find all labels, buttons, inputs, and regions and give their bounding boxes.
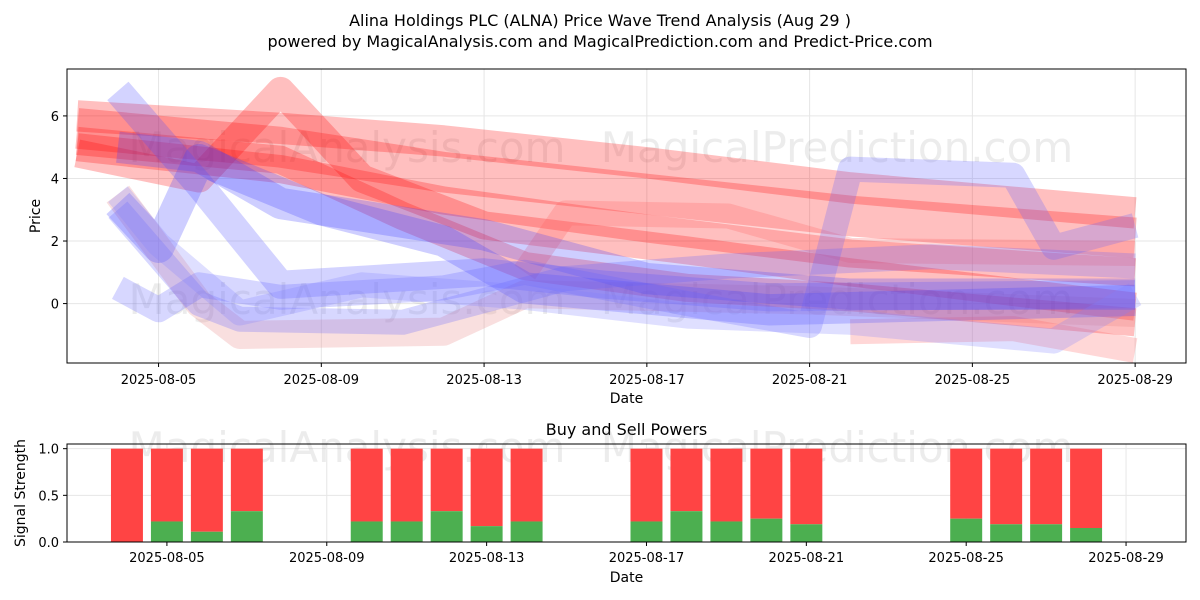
wave-band-12: [111, 156, 1139, 338]
sell-bar-2025-08-26: [990, 448, 1023, 525]
top-x-tick-label-5: 2025-08-25: [935, 373, 1011, 388]
top-y-tick-label-3: 6: [51, 110, 59, 125]
buy-bar-2025-08-20: [750, 518, 783, 542]
sell-bar-2025-08-20: [750, 448, 783, 519]
buy-bar-2025-08-12: [430, 511, 463, 542]
buy-bar-2025-08-19: [710, 521, 743, 542]
buy-bar-2025-08-11: [390, 521, 423, 542]
sell-bar-2025-08-06: [190, 448, 223, 532]
wave-bands: [74, 76, 1142, 363]
top-x-tick-label-2: 2025-08-13: [446, 373, 522, 388]
bottom-x-tick-label-6: 2025-08-29: [1088, 551, 1164, 566]
buy-bar-2025-08-27: [1030, 524, 1063, 542]
wave-band-13: [108, 201, 1136, 335]
wave-band-5: [75, 126, 1137, 337]
sell-bar-2025-08-10: [350, 448, 383, 522]
wave-band-10: [106, 144, 1136, 326]
chart-title: Alina Holdings PLC (ALNA) Price Wave Tre…: [349, 11, 851, 30]
buy-bar-2025-08-21: [790, 524, 823, 542]
wave-band-14: [108, 186, 1142, 354]
wave-band-8: [850, 316, 1138, 363]
bottom-y-tick-label-1: 0.5: [38, 489, 59, 504]
buy-bar-2025-08-10: [350, 521, 383, 542]
signal-bars: [110, 448, 1103, 542]
bottom-x-tick-label-2: 2025-08-13: [449, 551, 525, 566]
wave-band-4: [74, 76, 1137, 321]
top-watermark-4: MagicalPrediction.com: [601, 275, 1074, 324]
buy-bar-2025-08-25: [950, 518, 983, 542]
buy-bar-2025-08-26: [990, 524, 1023, 542]
bottom-x-tick-label-4: 2025-08-21: [769, 551, 845, 566]
wave-band-1: [75, 108, 1137, 259]
buy-bar-2025-08-18: [670, 511, 703, 542]
bottom-x-tick-label-0: 2025-08-05: [129, 551, 205, 566]
top-x-tick-label-0: 2025-08-05: [121, 373, 197, 388]
bottom-plot-frame: [66, 443, 1187, 543]
top-x-tick-label-3: 2025-08-17: [609, 373, 685, 388]
buy-bar-2025-08-07: [230, 511, 263, 542]
sell-bar-2025-08-19: [710, 448, 743, 522]
top-y-tick-label-1: 2: [51, 235, 59, 250]
buy-bar-2025-08-13: [470, 526, 503, 542]
sell-bar-2025-08-14: [510, 448, 543, 522]
sell-bar-2025-08-27: [1030, 448, 1063, 525]
sell-bar-2025-08-11: [390, 448, 423, 522]
bottom-x-tick-label-3: 2025-08-17: [609, 551, 685, 566]
sell-bar-2025-08-04: [110, 448, 143, 542]
sell-bar-2025-08-28: [1070, 448, 1103, 528]
wave-band-7: [514, 200, 1136, 280]
top-x-tick-label-4: 2025-08-21: [772, 373, 848, 388]
buy-bar-2025-08-14: [510, 521, 543, 542]
buy-bar-2025-08-28: [1070, 528, 1103, 542]
buy-bar-2025-08-06: [190, 531, 223, 542]
top-watermark-3: MagicalAnalysis.com: [129, 275, 566, 324]
top-x-tick-label-6: 2025-08-29: [1097, 373, 1173, 388]
sell-bar-2025-08-12: [430, 448, 463, 512]
buy-bar-2025-08-05: [150, 521, 183, 542]
wave-band-9: [116, 131, 1136, 310]
wave-band-6: [106, 185, 1136, 349]
wave-band-3: [75, 133, 1137, 287]
sell-bar-2025-08-13: [470, 448, 503, 527]
wave-band-11: [107, 81, 1136, 312]
top-watermark-2: MagicalPrediction.com: [601, 123, 1074, 172]
sell-bar-2025-08-21: [790, 448, 823, 525]
top-grid: [67, 69, 1186, 363]
sell-bar-2025-08-17: [630, 448, 663, 522]
buy-bar-2025-08-17: [630, 521, 663, 542]
top-watermark-1: MagicalAnalysis.com: [129, 123, 566, 172]
top-x-axis-label: Date: [610, 391, 643, 407]
bottom-x-axis-label: Date: [610, 570, 643, 586]
sell-bar-2025-08-05: [150, 448, 183, 522]
bottom-y-tick-label-0: 0.0: [38, 536, 59, 551]
top-plot-frame: [66, 68, 1187, 364]
wave-band-2: [76, 100, 1137, 229]
top-y-tick-label-0: 0: [51, 298, 59, 313]
top-y-tick-label-2: 4: [51, 172, 59, 187]
top-y-axis-label: Price: [28, 199, 44, 233]
bottom-x-tick-label-5: 2025-08-25: [928, 551, 1004, 566]
bottom-y-tick-label-2: 1.0: [38, 443, 59, 458]
chart-subtitle: powered by MagicalAnalysis.com and Magic…: [267, 32, 932, 51]
sell-bar-2025-08-18: [670, 448, 703, 512]
bottom-y-axis-label: Signal Strength: [13, 439, 29, 547]
buy-sell-title: Buy and Sell Powers: [546, 420, 708, 439]
sell-bar-2025-08-25: [950, 448, 983, 519]
sell-bar-2025-08-07: [230, 448, 263, 512]
top-x-tick-label-1: 2025-08-09: [284, 373, 360, 388]
bottom-x-tick-label-1: 2025-08-09: [289, 551, 365, 566]
